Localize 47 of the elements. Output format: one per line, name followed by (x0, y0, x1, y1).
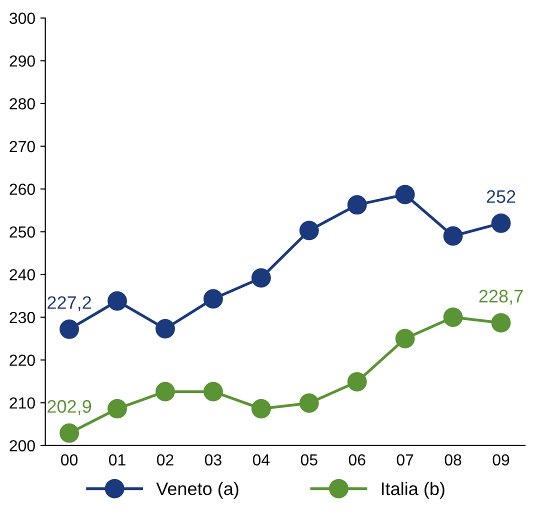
y-tick-label: 250 (10, 226, 35, 238)
x-tick-label: 02 (156, 454, 174, 466)
y-tick-label: 300 (10, 12, 35, 24)
point (251, 398, 271, 418)
legend-label: Italia (b) (382, 482, 444, 499)
point (347, 195, 367, 215)
y-tick-label: 270 (10, 140, 35, 152)
point (491, 313, 511, 333)
y-tick-label: 200 (10, 440, 35, 452)
y-tick-label: 240 (10, 269, 35, 280)
point (203, 289, 223, 309)
y-tick-label: 280 (10, 98, 35, 110)
point (251, 268, 271, 288)
point (491, 213, 511, 233)
x-tick-label: 03 (204, 454, 222, 466)
point (299, 393, 319, 413)
point (443, 308, 463, 327)
y-tick-label: 290 (10, 55, 35, 67)
point (60, 319, 80, 339)
point (156, 319, 175, 339)
point (347, 372, 367, 392)
y-tick-label: 260 (10, 184, 35, 195)
point (156, 382, 175, 402)
data-label: 228,7 (479, 290, 523, 305)
x-tick-label: 07 (396, 454, 414, 466)
point (443, 226, 463, 246)
data-label: 227,2 (48, 296, 91, 312)
point (108, 398, 127, 418)
x-tick-label: 05 (300, 454, 318, 466)
y-tick-label: 230 (10, 312, 35, 324)
x-tick-label: 01 (109, 454, 126, 466)
x-tick-label: 09 (492, 454, 510, 466)
point (299, 220, 319, 240)
y-tick-label: 210 (10, 397, 35, 409)
x-tick-label: 08 (444, 454, 462, 466)
x-tick-label: 04 (252, 454, 270, 466)
legend-label: Veneto (a) (156, 482, 238, 499)
x-tick-label: 06 (348, 454, 366, 466)
point (395, 184, 415, 204)
data-label: 252 (486, 190, 516, 203)
point (108, 291, 127, 311)
point (395, 328, 415, 348)
x-tick-label: 00 (61, 454, 78, 466)
point (203, 382, 223, 402)
data-label: 202,9 (48, 400, 92, 415)
y-tick-label: 220 (10, 354, 35, 366)
point (60, 423, 80, 443)
